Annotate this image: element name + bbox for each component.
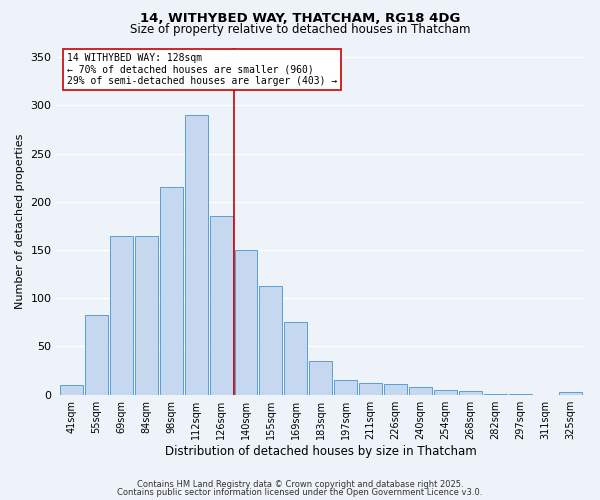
Bar	[284, 322, 307, 394]
Bar	[259, 286, 283, 395]
Bar	[434, 390, 457, 394]
Bar	[334, 380, 357, 394]
Bar	[209, 216, 233, 394]
Bar	[235, 250, 257, 394]
Bar	[160, 188, 182, 394]
Bar	[185, 115, 208, 394]
Bar	[359, 383, 382, 394]
Bar	[60, 385, 83, 394]
Bar	[459, 391, 482, 394]
Bar	[409, 387, 432, 394]
Text: 14 WITHYBED WAY: 128sqm
← 70% of detached houses are smaller (960)
29% of semi-d: 14 WITHYBED WAY: 128sqm ← 70% of detache…	[67, 52, 337, 86]
Bar	[310, 361, 332, 394]
Bar	[135, 236, 158, 394]
Bar	[559, 392, 581, 394]
X-axis label: Distribution of detached houses by size in Thatcham: Distribution of detached houses by size …	[165, 444, 476, 458]
Text: Contains HM Land Registry data © Crown copyright and database right 2025.: Contains HM Land Registry data © Crown c…	[137, 480, 463, 489]
Y-axis label: Number of detached properties: Number of detached properties	[15, 134, 25, 309]
Text: Size of property relative to detached houses in Thatcham: Size of property relative to detached ho…	[130, 22, 470, 36]
Bar	[384, 384, 407, 394]
Text: Contains public sector information licensed under the Open Government Licence v3: Contains public sector information licen…	[118, 488, 482, 497]
Text: 14, WITHYBED WAY, THATCHAM, RG18 4DG: 14, WITHYBED WAY, THATCHAM, RG18 4DG	[140, 12, 460, 26]
Bar	[85, 314, 108, 394]
Bar	[110, 236, 133, 394]
